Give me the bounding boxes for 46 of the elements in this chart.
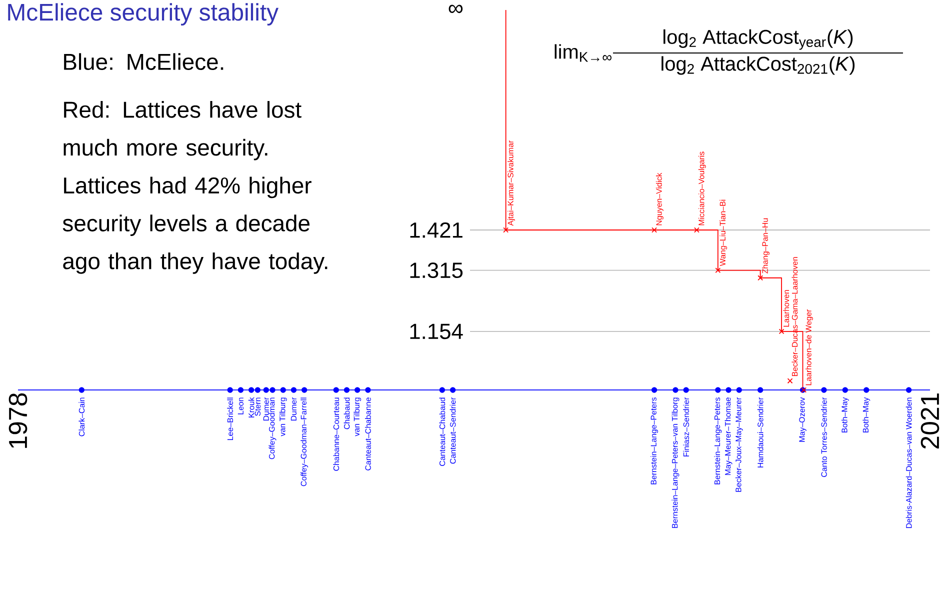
point <box>290 387 297 393</box>
point <box>694 227 700 233</box>
point <box>450 387 456 393</box>
point <box>758 275 764 281</box>
point <box>821 387 827 393</box>
chart-title: McEliece security stability <box>8 3 278 26</box>
y-tick-label: 1.154 <box>410 324 463 340</box>
point <box>439 387 446 393</box>
annotation: lim$_{K→∞}$ <box>554 44 612 62</box>
point <box>778 328 784 334</box>
point <box>787 378 793 384</box>
point <box>715 268 721 273</box>
point <box>354 387 360 393</box>
y-tick-label: ∞ <box>448 4 463 14</box>
point <box>652 227 658 233</box>
annotation: log$_{2}$ AttackCost$_{year}$(K) <box>664 29 853 50</box>
point <box>503 227 509 233</box>
point <box>864 387 870 393</box>
point <box>280 387 286 393</box>
point <box>365 387 371 393</box>
point <box>757 387 764 393</box>
annotation: Blue: McEliece. <box>64 53 224 70</box>
point <box>683 387 689 393</box>
point <box>270 387 276 393</box>
point <box>736 387 742 393</box>
y-tick-label: 1.315 <box>410 262 463 278</box>
y-tick-label: 1.421 <box>410 222 462 238</box>
point <box>254 387 261 393</box>
point <box>78 387 84 393</box>
point <box>248 387 254 393</box>
annotation: Red: Lattices have lost much more security. Lattices had 42% higher security levels a decade ago than they have today. <box>62 101 328 274</box>
point <box>842 387 848 393</box>
point <box>715 387 721 393</box>
point <box>263 387 270 393</box>
x-tick-label: 1978 <box>8 393 28 448</box>
x-tick-label: 2021 <box>920 393 940 449</box>
point <box>672 387 678 393</box>
point <box>344 387 350 393</box>
point <box>726 387 732 393</box>
annotation: log$_{2}$ AttackCost$_{2021}$(K) <box>662 56 855 75</box>
point <box>238 387 244 393</box>
point <box>227 387 233 393</box>
point <box>301 387 308 393</box>
point <box>906 387 912 393</box>
point <box>651 387 658 393</box>
point <box>333 387 339 393</box>
